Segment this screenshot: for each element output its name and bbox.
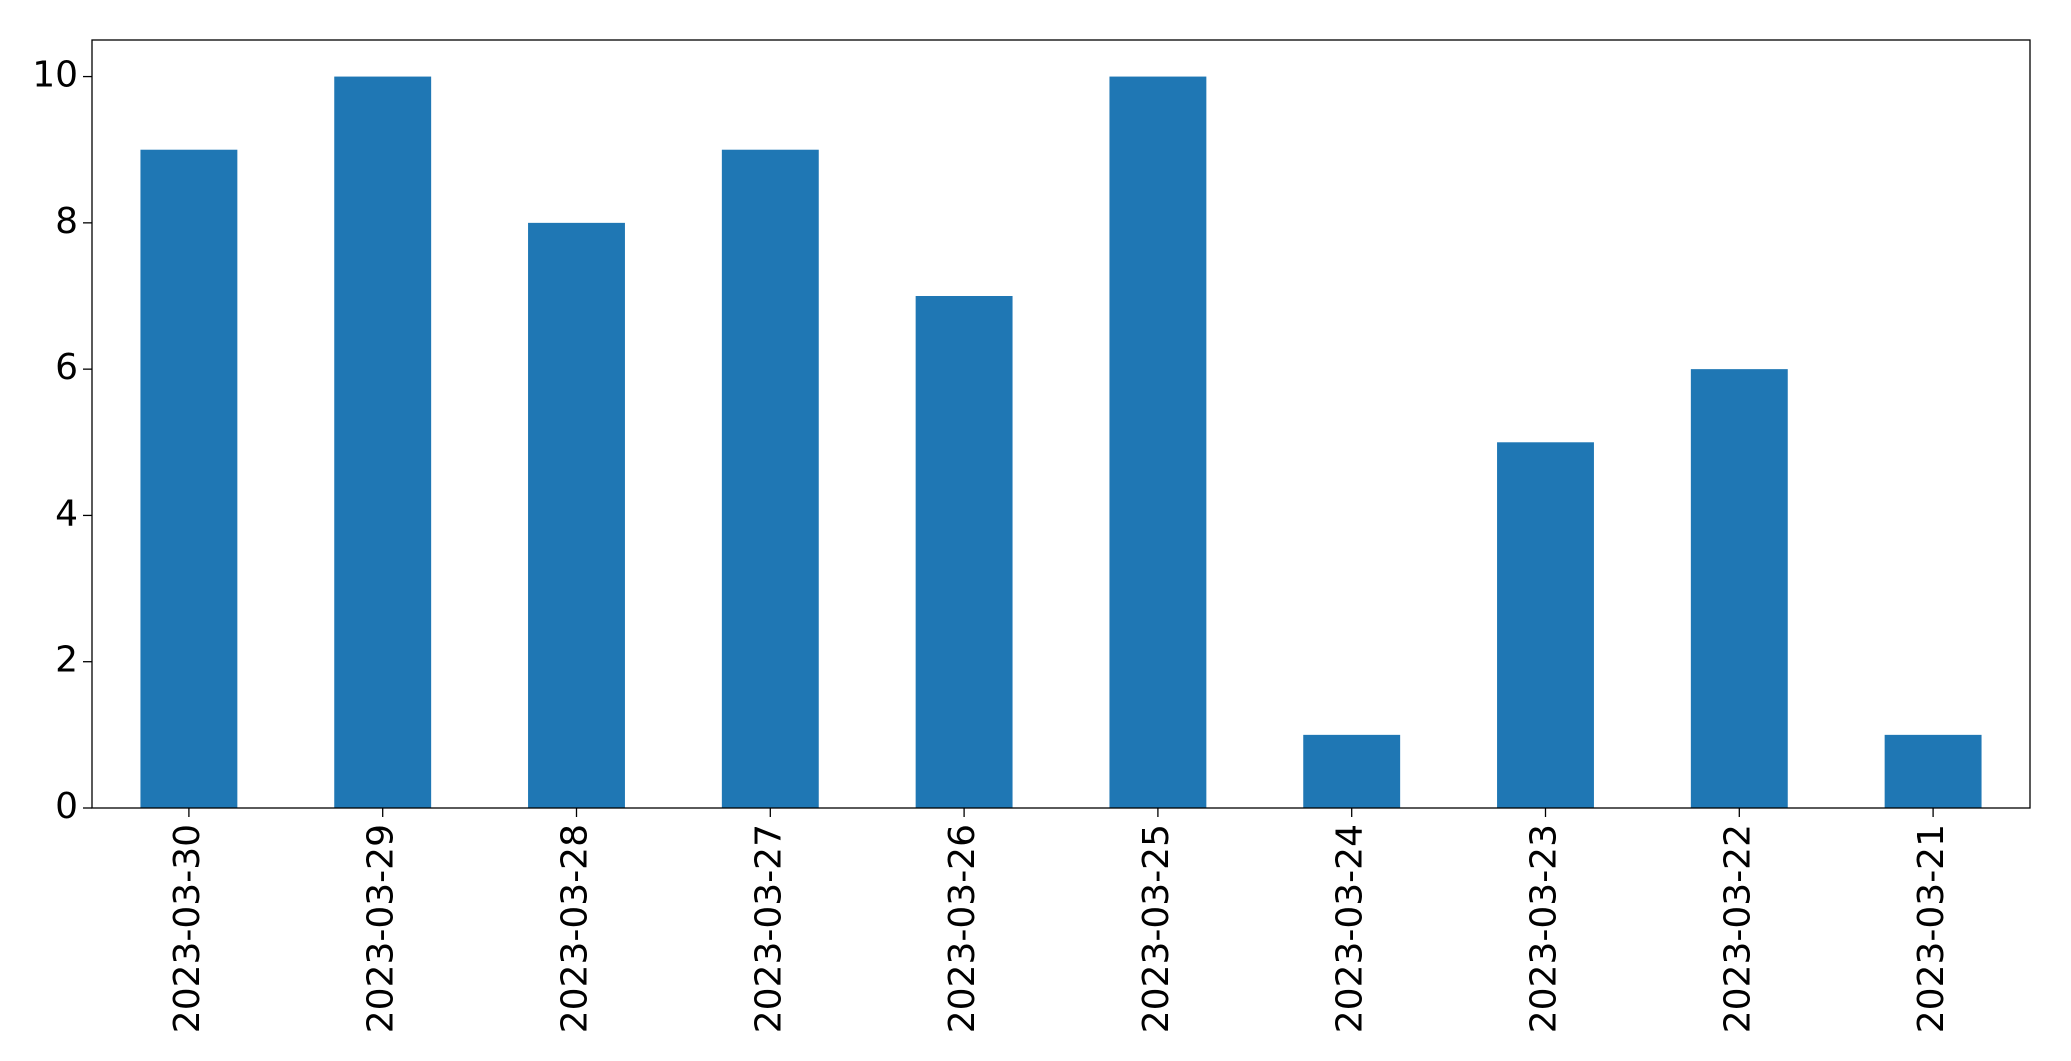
bar	[1690, 369, 1788, 808]
y-tick-label: 0	[55, 786, 78, 827]
y-tick-label: 4	[55, 493, 78, 534]
bar	[915, 296, 1013, 808]
y-tick-label: 10	[32, 55, 78, 96]
bar	[721, 149, 819, 808]
bar	[1884, 734, 1982, 808]
x-tick-label: 2023-03-27	[748, 824, 789, 1033]
bar	[528, 222, 625, 808]
bar	[1303, 734, 1401, 808]
bar	[140, 149, 238, 808]
y-tick-label: 8	[55, 201, 78, 242]
x-tick-label: 2023-03-29	[361, 824, 402, 1033]
x-tick-label: 2023-03-30	[167, 824, 208, 1033]
x-tick-label: 2023-03-25	[1136, 824, 1177, 1033]
x-tick-label: 2023-03-28	[555, 824, 596, 1033]
bar	[1497, 442, 1594, 808]
bar	[334, 76, 432, 809]
y-tick-label: 6	[55, 347, 78, 388]
x-tick-label: 2023-03-23	[1524, 824, 1565, 1033]
x-tick-label: 2023-03-24	[1330, 824, 1371, 1033]
x-tick-label: 2023-03-21	[1911, 824, 1952, 1033]
plot-frame	[91, 39, 2031, 809]
x-tick-label: 2023-03-26	[942, 824, 983, 1033]
x-tick-label: 2023-03-22	[1717, 824, 1758, 1033]
y-tick-label: 2	[55, 640, 78, 681]
bar	[1109, 76, 1207, 809]
